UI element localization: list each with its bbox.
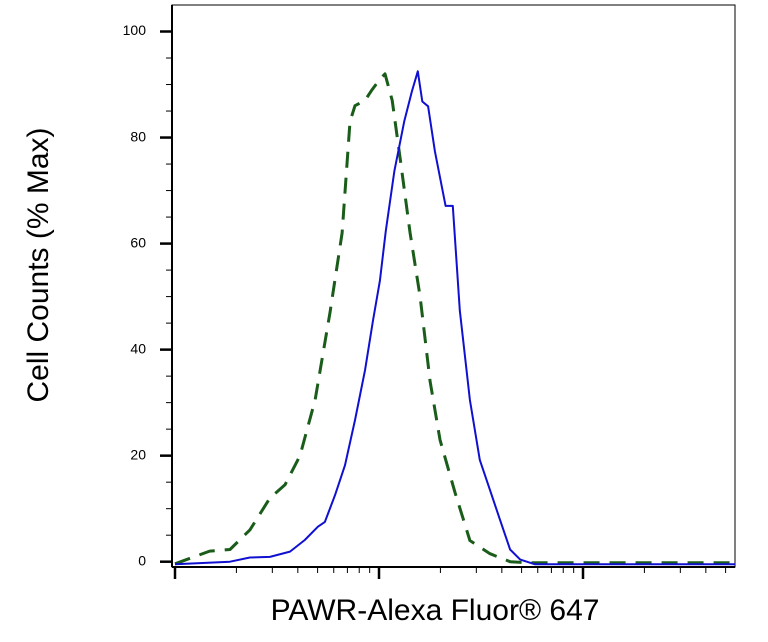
y-tick-label: 0 [138, 552, 146, 568]
series-line [174, 70, 735, 566]
y-tick-label: 80 [130, 128, 146, 144]
y-tick-label: 20 [130, 446, 146, 462]
series-line [174, 72, 735, 566]
y-tick-label: 100 [123, 22, 147, 38]
y-tick-label: 40 [130, 340, 146, 356]
x-axis-label: PAWR-Alexa Fluor® 647 [271, 594, 600, 627]
y-axis-label: Cell Counts (% Max) [22, 127, 55, 402]
y-tick-label: 60 [130, 234, 146, 250]
